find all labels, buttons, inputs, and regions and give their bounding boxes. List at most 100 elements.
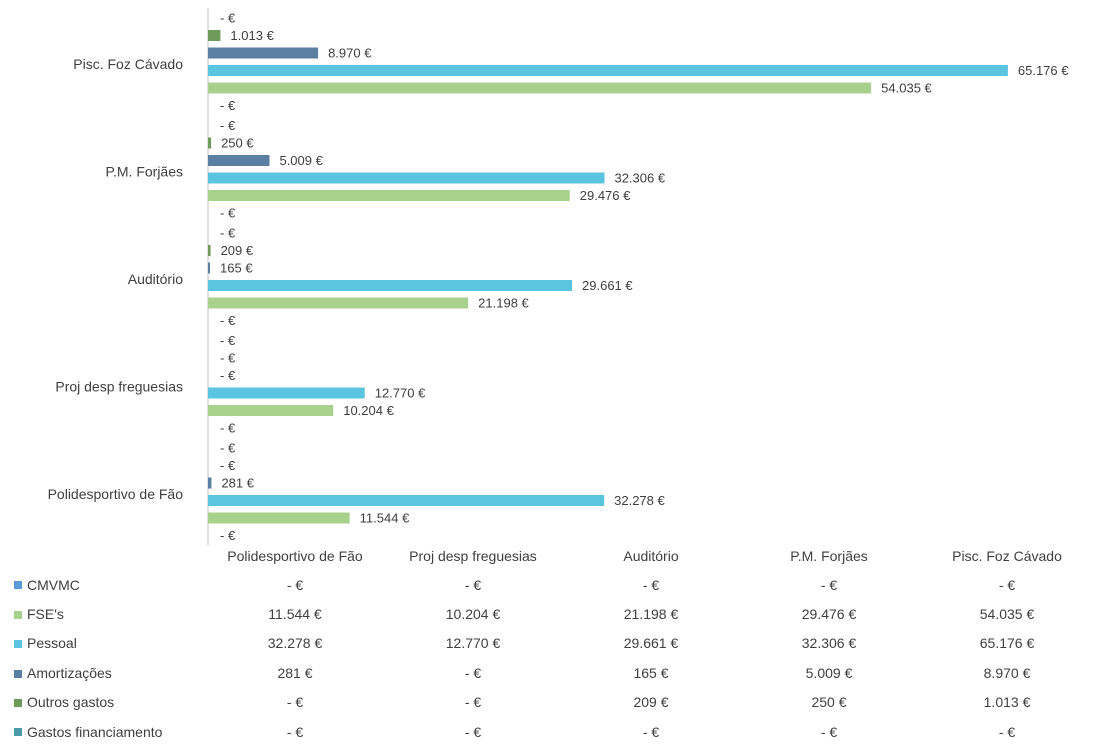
data-table-cell: - € — [286, 694, 304, 711]
legend-swatch — [14, 610, 22, 619]
legend-label: Gastos financiamento — [27, 723, 163, 740]
legend-entry: Outros gastos — [8, 688, 206, 717]
bar — [208, 512, 350, 524]
bar — [208, 65, 1008, 76]
data-table-row: Gastos financiamento - € - € - € - € - € — [8, 717, 1096, 746]
data-label: 29.661 € — [582, 278, 633, 293]
data-label: - € — [220, 368, 236, 383]
data-label: 1.013 € — [230, 28, 274, 43]
bar — [208, 137, 212, 149]
legend-label: Outros gastos — [27, 694, 115, 711]
bar — [208, 155, 270, 166]
data-label: - € — [220, 421, 236, 436]
data-table-cell: - € — [642, 723, 660, 740]
legend-entry: Pessoal — [8, 629, 206, 658]
data-table-cell: - € — [820, 576, 838, 593]
data-label: - € — [220, 333, 236, 348]
category-tick-label: Pisc. Foz Cávado — [73, 56, 183, 72]
bar — [208, 172, 605, 184]
data-table-cell: 32.278 € — [267, 635, 323, 652]
data-label: 54.035 € — [881, 81, 932, 96]
data-table-cell: - € — [998, 576, 1016, 593]
legend-swatch — [14, 640, 22, 649]
data-table-row: Amortizações 281 € - € 165 € 5.009 € 8.970 € — [8, 658, 1096, 687]
data-label: 11.544 € — [360, 511, 410, 526]
data-label: - € — [220, 351, 236, 366]
legend-swatch — [14, 669, 22, 678]
bar — [208, 405, 334, 416]
data-label: - € — [220, 226, 236, 241]
data-table-cell: 8.970 € — [983, 664, 1031, 681]
data-table-cell: 11.544 € — [268, 606, 322, 623]
data-table-cell: - € — [820, 723, 838, 740]
data-table-cell: 281 € — [277, 664, 313, 681]
legend-entry: FSE's — [8, 599, 206, 628]
column-header: Auditório — [623, 548, 679, 564]
data-table-cell: - € — [998, 723, 1016, 740]
data-table-row: Outros gastos - € - € 209 € 250 € 1.013 € — [8, 688, 1096, 717]
data-table-cell: - € — [464, 723, 482, 740]
legend-swatch — [14, 699, 22, 708]
data-table-cell: 21.198 € — [623, 606, 679, 623]
bar — [208, 245, 211, 256]
data-table-corner — [8, 542, 206, 570]
data-table-cell: - € — [286, 576, 304, 593]
data-table-cell: - € — [464, 576, 482, 593]
column-header: Polidesportivo de Fão — [227, 548, 363, 564]
legend-label: Amortizações — [27, 664, 112, 681]
data-label: - € — [220, 98, 236, 113]
legend-swatch — [14, 581, 22, 590]
bar — [208, 495, 605, 506]
data-label: - € — [220, 313, 236, 328]
data-table-cell: 29.661 € — [623, 635, 679, 652]
data-label: - € — [220, 458, 236, 473]
legend-label: FSE's — [27, 606, 64, 623]
legend-label: Pessoal — [27, 635, 77, 652]
data-table-cell: 10.204 € — [445, 606, 501, 623]
data-table-cell: 250 € — [811, 694, 847, 711]
data-label: 29.476 € — [580, 188, 631, 203]
data-label: - € — [220, 118, 236, 133]
data-table-row: Pessoal 32.278 € 12.770 € 29.661 € 32.306 € 6… — [8, 629, 1096, 658]
data-table-row: CMVMC - € - € - € - € - € — [8, 570, 1096, 599]
data-table-cell: 65.176 € — [979, 635, 1035, 652]
bar — [208, 297, 469, 309]
data-label: 10.204 € — [343, 403, 394, 418]
column-header: P.M. Forjães — [790, 548, 868, 564]
data-label: 32.306 € — [614, 171, 665, 186]
data-table-cell: 12.770 € — [445, 635, 501, 652]
data-table-cell: - € — [642, 576, 660, 593]
bar — [208, 387, 365, 399]
data-table-cell: 165 € — [633, 664, 669, 681]
data-table-cell: 5.009 € — [805, 664, 853, 681]
data-table-cell: - € — [464, 694, 482, 711]
category-tick-label: Proj desp freguesias — [55, 378, 183, 394]
data-table-header-row: Polidesportivo de Fão Proj desp freguesi… — [8, 542, 1096, 570]
data-label: - € — [220, 11, 236, 26]
bar — [208, 82, 872, 94]
data-label: 165 € — [220, 261, 253, 276]
data-label: 281 € — [221, 476, 254, 491]
legend-entry: Amortizações — [8, 658, 206, 687]
data-label: 250 € — [221, 136, 254, 151]
data-table-cell: 32.306 € — [801, 635, 857, 652]
bar — [208, 30, 221, 41]
bar — [208, 280, 573, 291]
legend-entry: CMVMC — [8, 570, 206, 599]
bar — [208, 47, 319, 59]
column-header: Proj desp freguesias — [409, 548, 537, 564]
legend-entry: Gastos financiamento — [8, 717, 206, 746]
bar-chart: Polidesportivo de Fão - € 11.544 € 32.278 €… — [48, 8, 1069, 545]
data-table-cell: 1.013 € — [983, 694, 1031, 711]
data-label: - € — [220, 206, 236, 221]
data-label: 32.278 € — [614, 493, 665, 508]
data-label: 209 € — [221, 243, 254, 258]
column-header: Pisc. Foz Cávado — [952, 548, 1062, 564]
data-label: 5.009 € — [279, 153, 323, 168]
data-table-cell: - € — [286, 723, 304, 740]
bar — [208, 477, 212, 489]
data-table-cell: 54.035 € — [979, 606, 1035, 623]
data-label: - € — [220, 441, 236, 456]
data-label: 21.198 € — [478, 296, 529, 311]
category-tick-label: Polidesportivo de Fão — [48, 486, 184, 502]
